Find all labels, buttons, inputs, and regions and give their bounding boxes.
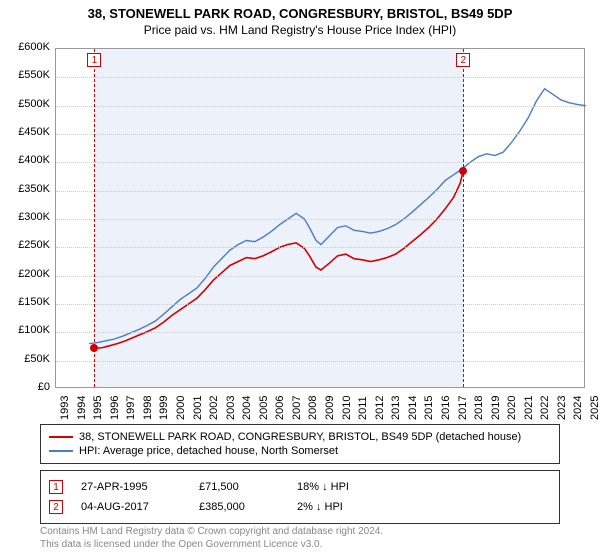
chart-lines	[56, 49, 584, 387]
marker-number-box: 2	[456, 53, 470, 67]
x-tick-label: 1997	[125, 396, 137, 420]
y-tick-label: £150K	[0, 296, 50, 308]
footer: Contains HM Land Registry data © Crown c…	[40, 525, 560, 551]
y-tick-label: £600K	[0, 41, 50, 53]
gridline	[56, 106, 584, 107]
y-tick-label: £350K	[0, 183, 50, 195]
x-tick-label: 1993	[59, 396, 71, 420]
sale-price: £71,500	[199, 481, 279, 493]
x-tick-label: 2024	[572, 396, 584, 420]
sale-row: 1 27-APR-1995 £71,500 18% ↓ HPI	[49, 477, 551, 497]
sale-marker: 2	[49, 500, 63, 514]
sale-marker: 1	[49, 480, 63, 494]
x-tick-label: 2023	[556, 396, 568, 420]
x-tick-label: 1999	[158, 396, 170, 420]
y-tick-label: £450K	[0, 126, 50, 138]
x-tick-label: 2019	[490, 396, 502, 420]
x-tick-label: 2012	[374, 396, 386, 420]
legend: 38, STONEWELL PARK ROAD, CONGRESBURY, BR…	[40, 424, 560, 464]
marker-dot	[459, 167, 467, 175]
x-tick-label: 2003	[225, 396, 237, 420]
x-tick-label: 2021	[523, 396, 535, 420]
x-tick-label: 2006	[274, 396, 286, 420]
x-tick-label: 2009	[324, 396, 336, 420]
gridline	[56, 162, 584, 163]
sale-diff: 18% ↓ HPI	[297, 481, 349, 493]
chart-container: 38, STONEWELL PARK ROAD, CONGRESBURY, BR…	[0, 0, 600, 560]
y-tick-label: £500K	[0, 98, 50, 110]
y-tick-label: £0	[0, 381, 50, 393]
x-tick-label: 1994	[76, 396, 88, 420]
sale-row: 2 04-AUG-2017 £385,000 2% ↓ HPI	[49, 497, 551, 517]
x-tick-label: 2000	[175, 396, 187, 420]
x-tick-label: 2017	[457, 396, 469, 420]
x-tick-label: 2014	[407, 396, 419, 420]
y-tick-label: £300K	[0, 211, 50, 223]
x-tick-label: 2011	[357, 396, 369, 420]
sale-date: 27-APR-1995	[81, 481, 181, 493]
legend-swatch	[49, 436, 73, 438]
legend-label: HPI: Average price, detached house, Nort…	[79, 445, 338, 457]
gridline	[56, 304, 584, 305]
y-tick-label: £100K	[0, 324, 50, 336]
y-tick-label: £50K	[0, 353, 50, 365]
footer-line: Contains HM Land Registry data © Crown c…	[40, 525, 560, 538]
x-tick-label: 2016	[440, 396, 452, 420]
x-tick-label: 2013	[390, 396, 402, 420]
gridline	[56, 191, 584, 192]
gridline	[56, 361, 584, 362]
gridline	[56, 134, 584, 135]
x-tick-label: 2001	[192, 396, 204, 420]
chart-subtitle: Price paid vs. HM Land Registry's House …	[0, 21, 600, 37]
legend-label: 38, STONEWELL PARK ROAD, CONGRESBURY, BR…	[79, 431, 521, 443]
x-tick-label: 2002	[208, 396, 220, 420]
gridline	[56, 247, 584, 248]
x-tick-label: 2007	[291, 396, 303, 420]
x-tick-label: 2008	[307, 396, 319, 420]
y-tick-label: £250K	[0, 239, 50, 251]
gridline	[56, 77, 584, 78]
x-tick-label: 1995	[92, 396, 104, 420]
gridline	[56, 276, 584, 277]
series-line	[89, 89, 586, 344]
legend-swatch	[49, 450, 73, 452]
y-tick-label: £400K	[0, 154, 50, 166]
sale-date: 04-AUG-2017	[81, 501, 181, 513]
y-tick-label: £200K	[0, 268, 50, 280]
x-tick-label: 2018	[473, 396, 485, 420]
x-tick-label: 2022	[539, 396, 551, 420]
sale-diff: 2% ↓ HPI	[297, 501, 343, 513]
marker-number-box: 1	[87, 53, 101, 67]
legend-item: 38, STONEWELL PARK ROAD, CONGRESBURY, BR…	[49, 430, 551, 444]
x-tick-label: 2025	[589, 396, 600, 420]
gridline	[56, 332, 584, 333]
chart-title: 38, STONEWELL PARK ROAD, CONGRESBURY, BR…	[0, 0, 600, 21]
footer-line: This data is licensed under the Open Gov…	[40, 538, 560, 551]
x-tick-label: 2015	[423, 396, 435, 420]
marker-dashed-line	[463, 49, 464, 387]
x-tick-label: 2020	[506, 396, 518, 420]
sale-price: £385,000	[199, 501, 279, 513]
y-tick-label: £550K	[0, 69, 50, 81]
x-tick-label: 1996	[109, 396, 121, 420]
x-tick-label: 1998	[142, 396, 154, 420]
gridline	[56, 219, 584, 220]
sales-box: 1 27-APR-1995 £71,500 18% ↓ HPI 2 04-AUG-2017…	[40, 470, 560, 524]
legend-item: HPI: Average price, detached house, Nort…	[49, 444, 551, 458]
marker-dashed-line	[94, 49, 95, 387]
x-tick-label: 2010	[341, 396, 353, 420]
x-tick-label: 2004	[241, 396, 253, 420]
plot-area: 12	[55, 48, 585, 388]
series-line	[94, 171, 463, 349]
x-tick-label: 2005	[258, 396, 270, 420]
marker-dot	[90, 344, 98, 352]
